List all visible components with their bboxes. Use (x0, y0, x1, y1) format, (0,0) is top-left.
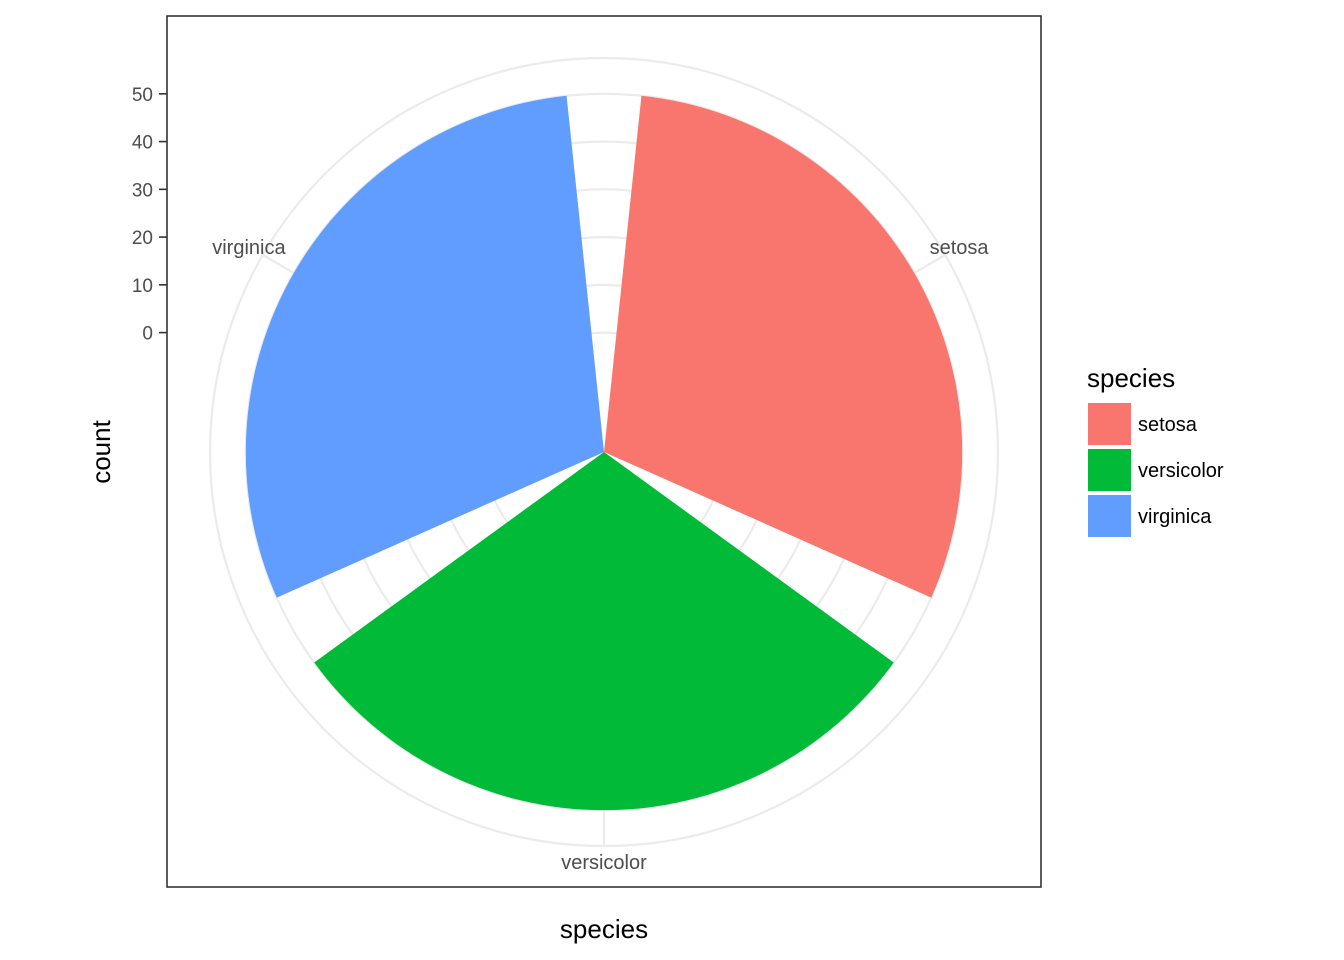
legend-swatch-virginica (1088, 495, 1131, 537)
category-label-setosa: setosa (930, 237, 990, 259)
x-axis-title: species (560, 914, 648, 944)
legend-title: species (1087, 363, 1175, 393)
y-tick-label-20: 20 (132, 228, 153, 249)
legend-label-virginica: virginica (1138, 506, 1212, 528)
category-labels: setosa versicolor virginica (212, 237, 989, 874)
legend-swatch-setosa (1088, 403, 1131, 445)
category-label-virginica: virginica (212, 237, 286, 259)
bar-versicolor (314, 452, 894, 811)
y-axis: 0 10 20 30 40 50 (132, 85, 167, 345)
y-tick-label-10: 10 (132, 276, 153, 297)
y-tick-label-40: 40 (132, 133, 153, 154)
legend-items: setosa versicolor virginica (1088, 403, 1224, 537)
legend-swatch-versicolor (1088, 449, 1131, 491)
bars-layer (245, 95, 963, 811)
category-label-versicolor: versicolor (561, 852, 647, 874)
legend-label-setosa: setosa (1138, 414, 1198, 436)
y-axis-title: count (86, 419, 116, 483)
y-tick-label-0: 0 (142, 324, 153, 345)
legend-label-versicolor: versicolor (1138, 460, 1224, 482)
y-tick-label-30: 30 (132, 180, 153, 201)
y-tick-label-50: 50 (132, 85, 153, 106)
bar-setosa (604, 95, 963, 598)
bar-virginica (245, 95, 604, 598)
legend: species setosa versicolor virginica (1087, 363, 1224, 537)
